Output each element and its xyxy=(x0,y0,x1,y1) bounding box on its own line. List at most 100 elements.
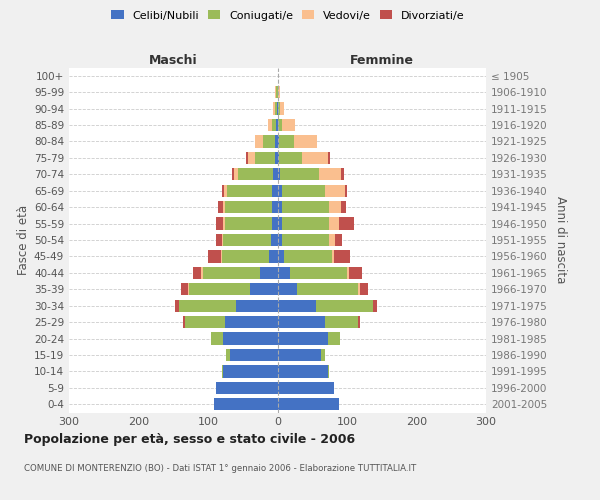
Bar xyxy=(329,201,341,213)
Bar xyxy=(328,366,329,378)
Bar xyxy=(284,250,332,262)
Bar xyxy=(328,332,340,344)
Bar xyxy=(277,398,338,410)
Bar xyxy=(281,218,329,230)
Bar xyxy=(277,266,290,279)
Bar xyxy=(280,168,319,180)
Bar xyxy=(277,119,278,131)
Bar xyxy=(226,349,230,361)
Bar xyxy=(277,168,280,180)
Bar xyxy=(302,152,328,164)
Bar xyxy=(277,250,284,262)
Bar xyxy=(345,184,347,197)
Bar xyxy=(232,168,234,180)
Bar xyxy=(277,382,334,394)
Bar xyxy=(277,349,320,361)
Bar xyxy=(280,102,284,115)
Bar xyxy=(276,86,277,99)
Bar xyxy=(234,168,238,180)
Bar xyxy=(222,250,269,262)
Bar xyxy=(332,250,334,262)
Bar xyxy=(224,201,272,213)
Bar xyxy=(281,234,329,246)
Bar xyxy=(179,300,236,312)
Bar xyxy=(272,168,277,180)
Bar xyxy=(290,266,347,279)
Bar xyxy=(272,119,276,131)
Bar xyxy=(281,201,329,213)
Bar xyxy=(341,168,344,180)
Bar xyxy=(359,283,368,296)
Bar xyxy=(211,332,223,344)
Bar xyxy=(277,283,297,296)
Bar xyxy=(278,119,283,131)
Bar xyxy=(272,201,277,213)
Bar xyxy=(373,300,377,312)
Bar xyxy=(246,152,248,164)
Bar xyxy=(278,102,280,115)
Bar xyxy=(275,102,277,115)
Bar xyxy=(217,382,277,394)
Bar xyxy=(221,250,222,262)
Bar xyxy=(277,184,281,197)
Text: Femmine: Femmine xyxy=(350,54,414,68)
Bar xyxy=(277,234,281,246)
Bar xyxy=(275,86,276,99)
Bar xyxy=(278,86,280,99)
Bar xyxy=(223,366,277,378)
Y-axis label: Anni di nascita: Anni di nascita xyxy=(554,196,567,284)
Bar xyxy=(329,234,335,246)
Bar xyxy=(275,152,277,164)
Bar xyxy=(277,201,281,213)
Bar xyxy=(188,283,250,296)
Bar xyxy=(223,332,277,344)
Bar xyxy=(328,152,331,164)
Bar xyxy=(201,266,203,279)
Bar xyxy=(297,283,358,296)
Bar xyxy=(217,218,223,230)
Bar xyxy=(250,283,277,296)
Bar xyxy=(203,266,260,279)
Bar xyxy=(255,152,275,164)
Bar xyxy=(277,332,328,344)
Bar xyxy=(223,234,271,246)
Bar xyxy=(341,201,346,213)
Bar xyxy=(208,250,221,262)
Legend: Celibi/Nubili, Coniugati/e, Vedovi/e, Divorziati/e: Celibi/Nubili, Coniugati/e, Vedovi/e, Di… xyxy=(109,8,467,23)
Bar xyxy=(230,349,277,361)
Bar xyxy=(183,316,185,328)
Bar xyxy=(222,234,223,246)
Bar xyxy=(193,266,201,279)
Bar xyxy=(224,184,227,197)
Bar xyxy=(175,300,179,312)
Bar xyxy=(227,184,272,197)
Bar xyxy=(281,184,325,197)
Bar xyxy=(218,201,223,213)
Bar xyxy=(222,184,224,197)
Bar xyxy=(294,136,317,147)
Bar xyxy=(277,218,281,230)
Bar xyxy=(283,119,295,131)
Bar xyxy=(260,266,277,279)
Bar xyxy=(222,366,223,378)
Bar xyxy=(334,250,350,262)
Bar xyxy=(358,316,360,328)
Bar xyxy=(271,234,277,246)
Bar xyxy=(277,152,279,164)
Bar xyxy=(277,366,328,378)
Bar xyxy=(347,266,349,279)
Bar xyxy=(185,316,226,328)
Bar xyxy=(335,234,342,246)
Bar xyxy=(338,218,354,230)
Bar xyxy=(268,119,272,131)
Bar xyxy=(223,201,224,213)
Bar xyxy=(181,283,188,296)
Bar xyxy=(248,152,255,164)
Bar xyxy=(358,283,359,296)
Bar xyxy=(217,234,222,246)
Bar xyxy=(277,136,279,147)
Bar xyxy=(277,316,325,328)
Bar xyxy=(329,218,338,230)
Bar xyxy=(238,168,272,180)
Bar xyxy=(316,300,373,312)
